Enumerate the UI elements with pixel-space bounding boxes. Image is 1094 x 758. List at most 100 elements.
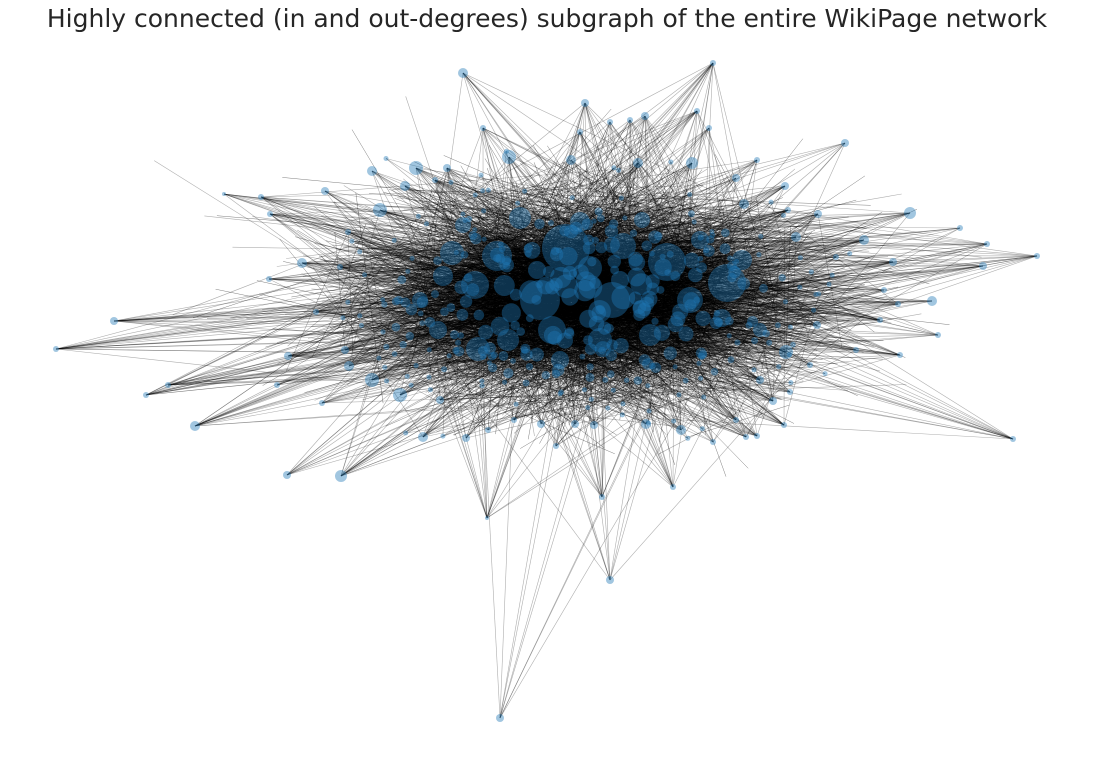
node	[676, 425, 686, 435]
node	[706, 125, 712, 131]
node	[409, 161, 423, 175]
edge	[634, 159, 758, 237]
node	[367, 166, 377, 176]
node	[979, 262, 987, 270]
node	[258, 194, 264, 200]
edge	[742, 185, 786, 279]
node	[686, 157, 698, 169]
node	[935, 332, 941, 338]
edge	[269, 213, 360, 279]
edge	[770, 296, 901, 356]
edge	[145, 316, 564, 396]
node	[577, 129, 583, 135]
node	[480, 125, 486, 131]
edge	[772, 243, 988, 306]
edge	[392, 189, 871, 206]
node	[694, 108, 700, 114]
edge	[756, 269, 815, 437]
edge	[630, 127, 710, 226]
node	[283, 471, 291, 479]
node	[297, 258, 307, 268]
edge	[268, 278, 425, 357]
edge	[379, 209, 447, 249]
edge	[276, 262, 303, 267]
edge	[145, 197, 544, 396]
edge	[644, 115, 770, 282]
node	[889, 258, 897, 266]
edge	[517, 332, 542, 425]
node	[1034, 253, 1040, 259]
edge	[544, 349, 785, 426]
node	[599, 494, 605, 500]
edge	[768, 207, 819, 215]
edge	[486, 300, 806, 519]
edge	[555, 265, 984, 390]
edge	[55, 348, 590, 409]
edge	[334, 231, 346, 351]
node	[418, 432, 428, 442]
node	[787, 389, 793, 395]
node	[607, 119, 613, 125]
node	[633, 158, 643, 168]
edge	[525, 196, 553, 217]
edge	[465, 394, 651, 439]
edge	[499, 320, 735, 719]
edge	[194, 393, 668, 427]
node	[781, 422, 787, 428]
edge	[657, 418, 1014, 440]
edge	[443, 354, 901, 413]
node	[571, 420, 579, 428]
edge	[593, 348, 714, 426]
edge	[882, 243, 988, 273]
node	[590, 421, 598, 429]
edge	[260, 196, 418, 237]
node	[841, 139, 849, 147]
edge	[672, 347, 745, 488]
edge	[348, 323, 382, 367]
edge	[359, 356, 489, 431]
node	[710, 60, 716, 66]
node	[877, 317, 883, 323]
edge	[223, 193, 575, 236]
edge	[723, 238, 728, 275]
edge	[696, 110, 726, 232]
node	[267, 211, 273, 217]
edge	[301, 262, 393, 306]
edge	[432, 127, 484, 262]
edge	[648, 206, 828, 320]
node	[807, 362, 813, 368]
edge	[750, 265, 984, 300]
node	[754, 157, 760, 163]
node	[670, 484, 676, 490]
node	[754, 433, 760, 439]
edge	[681, 192, 988, 245]
edge	[696, 110, 760, 233]
node	[881, 287, 887, 293]
edge	[670, 214, 988, 245]
edge	[434, 179, 733, 241]
node	[927, 296, 937, 306]
edge	[696, 110, 775, 310]
edge	[340, 308, 391, 477]
node	[321, 187, 329, 195]
edge	[630, 289, 758, 437]
node	[710, 439, 716, 445]
edge	[588, 190, 911, 214]
edge	[287, 309, 432, 357]
edge	[759, 300, 933, 309]
edge	[311, 277, 356, 357]
node	[1010, 436, 1016, 442]
node	[319, 400, 325, 406]
edge	[788, 354, 901, 387]
edge	[462, 72, 759, 213]
node	[606, 576, 614, 584]
edge	[605, 162, 693, 210]
edge	[397, 197, 894, 263]
edge	[439, 354, 501, 401]
edge	[555, 407, 595, 426]
edge	[482, 115, 646, 221]
edge	[579, 131, 628, 218]
edge	[439, 394, 550, 401]
edge	[680, 304, 822, 431]
edge	[399, 358, 443, 396]
